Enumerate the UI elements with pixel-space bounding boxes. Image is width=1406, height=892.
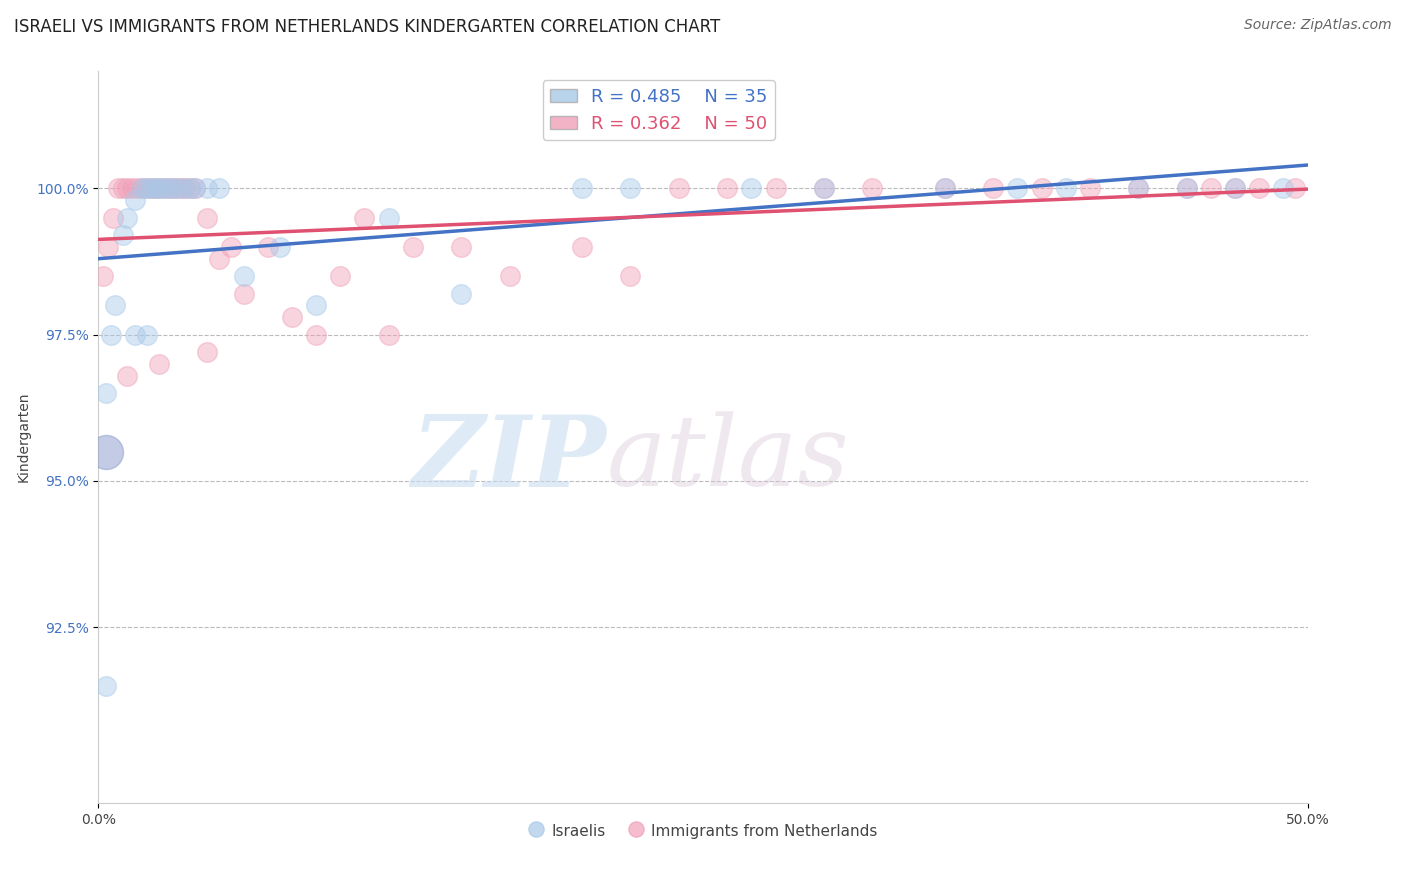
Point [498, 269, 520, 284]
Point [740, 181, 762, 195]
Point [155, 181, 177, 195]
Point [160, 181, 183, 195]
Text: Source: ZipAtlas.com: Source: ZipAtlas.com [1244, 18, 1392, 32]
Point [117, 181, 139, 195]
Point [934, 181, 956, 195]
Point [135, 327, 157, 342]
Point [94, 444, 117, 458]
Point [169, 181, 191, 195]
Point [208, 252, 231, 266]
Point [94, 679, 117, 693]
Point [377, 327, 399, 342]
Point [148, 357, 170, 371]
Text: ISRAELI VS IMMIGRANTS FROM NETHERLANDS KINDERGARTEN CORRELATION CHART: ISRAELI VS IMMIGRANTS FROM NETHERLANDS K… [14, 18, 720, 36]
Point [91, 269, 114, 284]
Point [124, 327, 146, 342]
Point [813, 181, 835, 195]
Point [117, 368, 139, 383]
Text: atlas: atlas [606, 411, 849, 507]
Point [124, 193, 146, 207]
Point [1249, 181, 1271, 195]
Point [1284, 181, 1306, 195]
Point [305, 298, 328, 312]
Point [1054, 181, 1077, 195]
Point [329, 269, 352, 284]
Point [232, 286, 254, 301]
Point [1128, 181, 1150, 195]
Point [1078, 181, 1101, 195]
Point [1175, 181, 1198, 195]
Point [195, 211, 218, 225]
Point [232, 269, 254, 284]
Point [860, 181, 883, 195]
Point [377, 211, 399, 225]
Point [269, 240, 291, 254]
Point [571, 181, 593, 195]
Point [353, 211, 375, 225]
Point [135, 181, 157, 195]
Point [281, 310, 304, 325]
Point [184, 181, 207, 195]
Point [813, 181, 835, 195]
Point [450, 240, 472, 254]
Point [104, 298, 127, 312]
Point [97, 240, 120, 254]
Point [131, 181, 153, 195]
Point [165, 181, 187, 195]
Point [195, 345, 218, 359]
Point [208, 181, 231, 195]
Point [150, 181, 173, 195]
Point [107, 181, 129, 195]
Point [981, 181, 1004, 195]
Point [100, 327, 122, 342]
Point [668, 181, 690, 195]
Point [1223, 181, 1246, 195]
Point [94, 386, 117, 401]
Point [145, 181, 167, 195]
Legend: Israelis, Immigrants from Netherlands: Israelis, Immigrants from Netherlands [522, 815, 884, 847]
Point [141, 181, 163, 195]
Point [1128, 181, 1150, 195]
Text: ZIP: ZIP [412, 411, 606, 508]
Point [1199, 181, 1222, 195]
Point [256, 240, 278, 254]
Point [127, 181, 149, 195]
Point [145, 181, 167, 195]
Point [934, 181, 956, 195]
Point [135, 181, 157, 195]
Point [305, 327, 328, 342]
Point [1175, 181, 1198, 195]
Point [619, 181, 641, 195]
Point [450, 286, 472, 301]
Point [221, 240, 243, 254]
Point [160, 181, 183, 195]
Point [111, 228, 134, 243]
Point [150, 181, 173, 195]
Point [1031, 181, 1053, 195]
Point [619, 269, 641, 284]
Point [1007, 181, 1029, 195]
Point [716, 181, 738, 195]
Point [165, 181, 187, 195]
Point [101, 211, 124, 225]
Point [571, 240, 593, 254]
Point [117, 211, 139, 225]
Point [179, 181, 201, 195]
Point [141, 181, 163, 195]
Point [402, 240, 425, 254]
Point [1272, 181, 1295, 195]
Point [155, 181, 177, 195]
Point [111, 181, 134, 195]
Y-axis label: Kindergarten: Kindergarten [17, 392, 31, 483]
Point [1223, 181, 1246, 195]
Point [765, 181, 787, 195]
Point [184, 181, 207, 195]
Point [172, 181, 194, 195]
Point [174, 181, 197, 195]
Point [121, 181, 143, 195]
Point [179, 181, 201, 195]
Point [195, 181, 218, 195]
Point [131, 181, 153, 195]
